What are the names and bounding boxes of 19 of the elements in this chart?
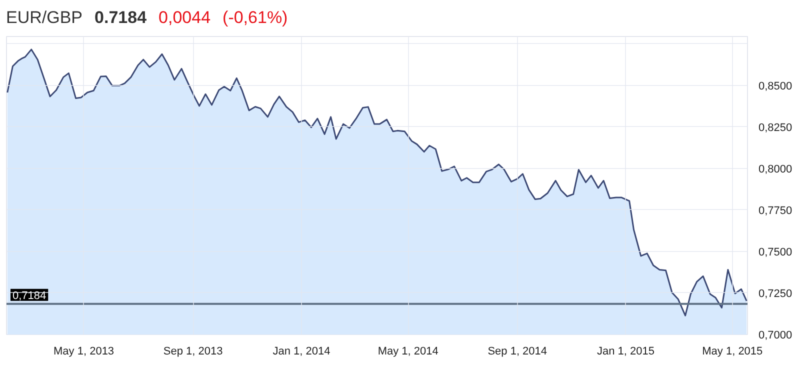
- y-tick-label: 0,7000: [758, 330, 792, 342]
- ref-line-label: 0,7184: [12, 290, 46, 302]
- y-tick-label: 0,7750: [758, 205, 792, 218]
- chart-title: EUR/GBP: [6, 7, 83, 29]
- y-tick-label: 0,7250: [758, 288, 792, 300]
- x-tick-label: Jan 1, 2015: [597, 346, 655, 358]
- y-tick-label: 0,8250: [758, 122, 792, 134]
- y-tick-label: 0,7500: [758, 246, 792, 259]
- x-tick-label: Sep 1, 2014: [488, 346, 548, 358]
- y-tick-label: 0,8500: [758, 80, 792, 93]
- text: (-0,61%): [222, 7, 288, 29]
- x-tick-label: May 1, 2014: [378, 346, 438, 358]
- x-tick-label: Jan 1, 2014: [272, 346, 330, 358]
- x-tick-label: May 1, 2013: [54, 346, 114, 358]
- x-tick-label: Sep 1, 2013: [163, 346, 223, 358]
- text: 0.7184: [94, 7, 147, 29]
- text: 0,0044: [158, 7, 211, 29]
- x-tick-label: May 1, 2015: [702, 346, 763, 358]
- y-tick-label: 0,8000: [758, 164, 792, 176]
